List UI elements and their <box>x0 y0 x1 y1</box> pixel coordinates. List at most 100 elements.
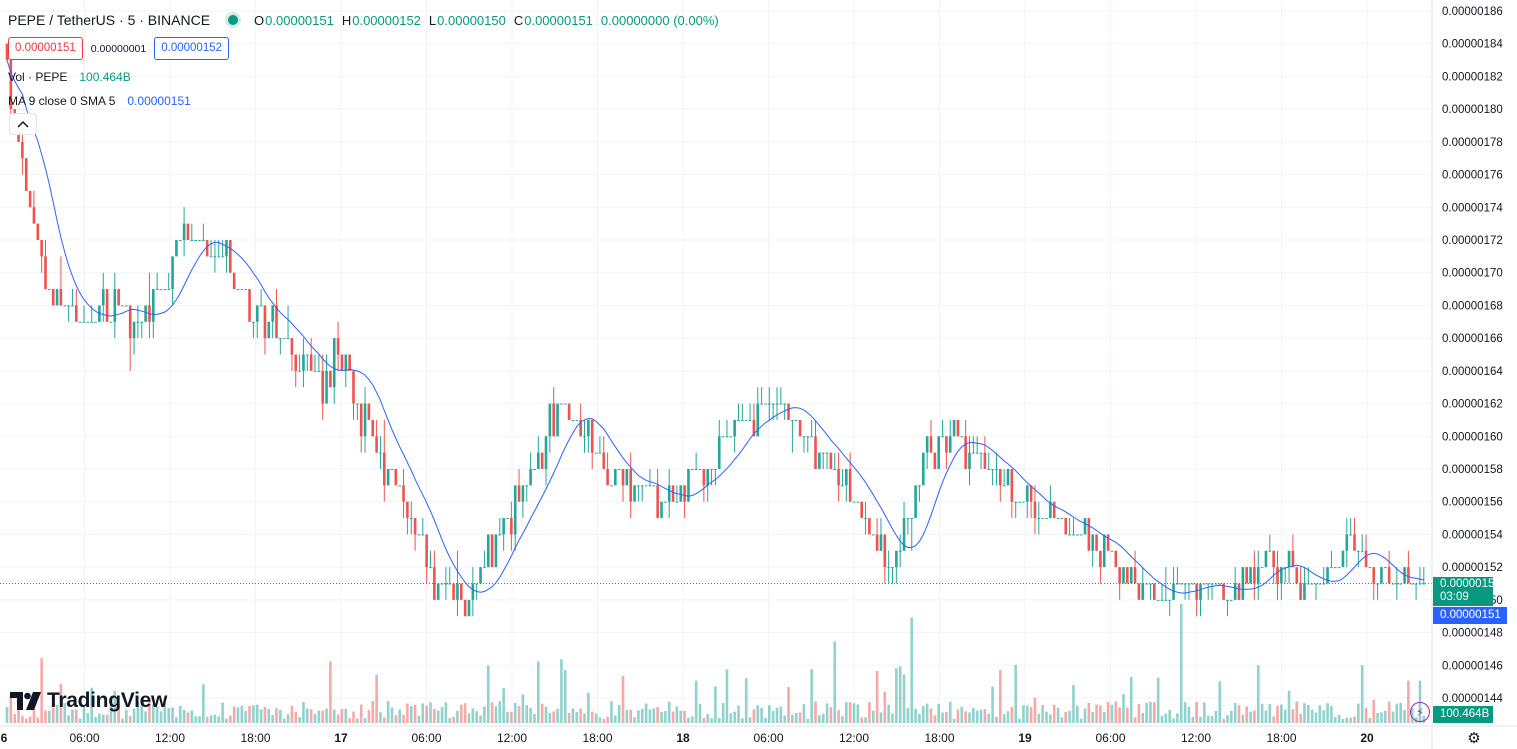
volume-bar <box>340 708 344 723</box>
volume-bar <box>336 714 340 723</box>
volume-bar <box>51 707 55 723</box>
market-status-icon[interactable] <box>228 15 239 25</box>
volume-bar <box>533 713 536 723</box>
volume-bar <box>1272 716 1275 723</box>
volume-bar <box>475 711 478 723</box>
candle-body <box>436 583 440 600</box>
candle-body <box>529 469 532 486</box>
candle-body <box>1118 567 1121 584</box>
candle-body <box>444 583 448 585</box>
volume-bar <box>1391 711 1395 723</box>
volume-bar <box>710 718 713 723</box>
candle-body <box>752 419 756 437</box>
time-axis[interactable]: 6 06:00 12:00 18:00 17 06:00 12:00 18:00 18 06:00… <box>0 725 1517 745</box>
candle-body <box>741 419 744 421</box>
candle-body <box>282 338 286 340</box>
volume-bar <box>552 711 555 723</box>
candle-body <box>1149 583 1152 585</box>
volume-bar <box>317 710 321 723</box>
candle-body <box>367 403 371 420</box>
volume-bar <box>675 706 679 723</box>
candle-body <box>483 567 486 569</box>
candle-body <box>409 518 413 520</box>
candle-body <box>764 403 767 405</box>
volume-bar <box>413 704 417 723</box>
volume-bar <box>694 680 698 723</box>
volume-bar <box>1280 704 1283 723</box>
candle-body <box>710 469 713 470</box>
volume-bar <box>244 711 247 723</box>
volume-bar <box>28 716 32 723</box>
tradingview-logo[interactable]: TradingView <box>10 689 167 713</box>
candle-body <box>1218 583 1222 585</box>
volume-bar <box>1025 705 1029 723</box>
volume-bar <box>1322 710 1325 723</box>
volume-bar <box>348 718 351 723</box>
candle-body <box>640 485 644 487</box>
volume-bar <box>1222 718 1225 723</box>
volume-bar <box>1191 716 1195 723</box>
candle-body <box>952 419 956 437</box>
volume-bar <box>363 718 367 723</box>
volume-bar <box>1210 715 1214 723</box>
candle-body <box>24 158 28 191</box>
volume-bar <box>186 712 190 723</box>
volume-bar <box>359 704 363 723</box>
candle-body <box>263 305 267 339</box>
volume-bar <box>733 711 736 723</box>
volume-bar <box>975 710 979 723</box>
close-label: C <box>513 12 524 28</box>
price-tick-label: 0.00000182 <box>1442 71 1503 83</box>
volume-bar <box>309 709 313 723</box>
candle-body <box>1287 550 1291 568</box>
lightning-icon[interactable]: ⚡ <box>1410 702 1430 722</box>
candlesticks <box>5 43 1426 617</box>
volume-bar <box>667 701 671 723</box>
volume-bar <box>279 709 282 723</box>
volume-bar <box>379 712 382 723</box>
volume-bar <box>845 702 848 723</box>
volume-bar <box>144 711 147 723</box>
volume-bar <box>972 708 975 723</box>
volume-bar <box>98 713 101 723</box>
candle-body <box>1268 550 1272 552</box>
candle-body <box>490 534 494 568</box>
candle-body <box>51 289 55 306</box>
candle-body <box>248 289 251 322</box>
volume-bar <box>1360 665 1364 723</box>
time-tick-label: 18:00 <box>1266 731 1296 745</box>
candle-body <box>271 305 274 322</box>
volume-bar <box>587 692 590 723</box>
candle-body <box>182 223 186 240</box>
volume-bar <box>798 712 802 723</box>
volume-bar <box>329 661 332 723</box>
symbol-title[interactable]: PEPE / TetherUS · 5 · BINANCE <box>8 12 211 28</box>
volume-bar <box>1041 704 1044 723</box>
price-axis[interactable]: 0.00000186 0.00000184 0.00000182 0.00000180… <box>1431 0 1503 749</box>
volume-bar <box>725 669 729 723</box>
sell-button[interactable]: 0.00000151 <box>8 37 83 60</box>
time-tick-label: 12:00 <box>497 731 527 745</box>
candle-body <box>1068 534 1071 536</box>
volume-bar <box>406 703 409 723</box>
candle-body <box>914 485 917 519</box>
candle-body <box>1095 534 1098 551</box>
volume-bar <box>1376 712 1379 723</box>
volume-bar <box>1372 699 1376 723</box>
gear-icon[interactable]: ⚙ <box>1467 730 1481 747</box>
ma-indicator-legend[interactable]: MA 9 close 0 SMA 5 0.00000151 <box>8 94 191 108</box>
collapse-legend-button[interactable] <box>9 113 37 135</box>
buy-button[interactable]: 0.00000152 <box>154 37 230 60</box>
candle-body <box>259 305 263 307</box>
volume-indicator-legend[interactable]: Vol · PEPE 100.464B <box>8 70 131 84</box>
volume-bar <box>1399 702 1402 723</box>
candle-body <box>798 419 802 437</box>
volume-bar <box>78 718 82 723</box>
volume-bar <box>286 714 290 723</box>
candle-body <box>1368 567 1372 569</box>
candle-body <box>621 469 625 486</box>
volume-bar <box>883 691 887 723</box>
candle-body <box>1364 550 1368 568</box>
volume-bar <box>209 715 213 723</box>
